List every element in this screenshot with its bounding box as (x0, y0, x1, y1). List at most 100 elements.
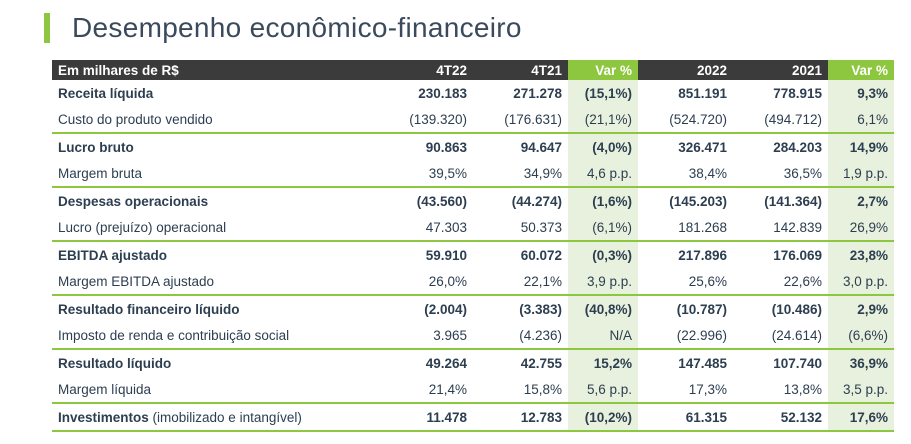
row-label: Margem EBITDA ajustado (52, 268, 378, 295)
value-4t21: 50.373 (520, 219, 562, 235)
value-var-quarter: 4,6 p.p. (568, 160, 638, 187)
value-var-year: 1,9 p.p. (828, 160, 894, 187)
value-4t22: 26,0% (428, 273, 467, 289)
value-2022: 38,4% (688, 165, 727, 181)
value-var-quarter: 15,2% (568, 348, 638, 376)
value-4t21: (44.274) (473, 186, 568, 214)
value-2022: 217.896 (638, 240, 733, 268)
value-var-quarter: (4,0%) (568, 132, 638, 160)
row-label-text: Imposto de renda e contribuição social (58, 327, 290, 343)
table-row: Receita líquida 230.183 271.278 (15,1%) 851.… (52, 80, 894, 106)
row-label: Despesas operacionais (52, 186, 378, 214)
value-2021: (10.486) (733, 294, 828, 322)
table-row: Lucro bruto 90.863 94.647 (4,0%) 326.471 284.… (52, 132, 894, 160)
table-row: Despesas operacionais (43.560) (44.274) (1,… (52, 186, 894, 214)
value-2021: 107.740 (733, 348, 828, 376)
value-4t22: 39,5% (428, 165, 467, 181)
value-4t22: 3.965 (433, 327, 467, 343)
value-4t22: (43.560) (378, 186, 473, 214)
value-4t21: 34,9% (523, 165, 562, 181)
value-4t21: (3.383) (473, 294, 568, 322)
value-4t22: 230.183 (418, 85, 467, 101)
header-var-year: Var % (828, 60, 894, 80)
value-2022: (524.720) (669, 111, 727, 127)
table-row: Margem líquida 21,4% 15,8% 5,6 p.p. 17,3% 13,… (52, 376, 894, 403)
value-var-quarter: (15,1%) (568, 80, 638, 106)
value-var-quarter: (21,1%) (568, 106, 638, 133)
value-var-year: 2,9% (828, 294, 894, 322)
value-var-year: 36,9% (828, 348, 894, 376)
row-label: Investimentos (imobilizado e intangível) (52, 402, 378, 432)
value-4t21: (4.236) (519, 327, 562, 343)
row-label-text: EBITDA ajustado (58, 247, 168, 263)
value-2022: 147.485 (638, 348, 733, 376)
row-label: Margem bruta (52, 160, 378, 187)
value-var-quarter: (0,3%) (568, 240, 638, 268)
value-2021: 142.839 (773, 219, 822, 235)
value-2021: 778.915 (773, 85, 822, 101)
value-4t22: 47.303 (425, 219, 467, 235)
value-2021: 22,6% (783, 273, 822, 289)
table-row: Margem EBITDA ajustado 26,0% 22,1% 3,9 p.p.… (52, 268, 894, 295)
row-label-text: Margem bruta (58, 165, 143, 181)
value-2021: 52.132 (733, 402, 828, 432)
value-var-year: 26,9% (828, 214, 894, 241)
row-label-text: Resultado líquido (58, 355, 172, 371)
row-label: Margem líquida (52, 376, 378, 403)
row-label-text: Resultado financeiro líquido (58, 301, 240, 317)
value-2022: 326.471 (638, 132, 733, 160)
row-label-text: Margem líquida (58, 381, 152, 397)
table-row: Imposto de renda e contribuição social 3.… (52, 322, 894, 349)
value-2021: (24.614) (771, 327, 822, 343)
value-4t22: 49.264 (378, 348, 473, 376)
page-title: Desempenho econômico-financeiro (72, 12, 522, 43)
row-label: Custo do produto vendido (52, 106, 378, 133)
value-4t22: (2.004) (378, 294, 473, 322)
value-2022: (10.787) (638, 294, 733, 322)
header-4t21: 4T21 (473, 60, 568, 80)
row-label-text: Lucro (prejuízo) operacional (58, 219, 227, 235)
value-var-year: 3,5 p.p. (828, 376, 894, 403)
value-2022: 181.268 (678, 219, 727, 235)
row-label-text: Lucro bruto (58, 139, 134, 155)
table-row: Investimentos (imobilizado e intangível)… (52, 402, 894, 432)
table-row: Custo do produto vendido (139.320) (176.63… (52, 106, 894, 133)
header-2022: 2022 (638, 60, 733, 80)
value-4t22: 59.910 (378, 240, 473, 268)
value-var-year: 17,6% (828, 402, 894, 432)
value-4t21: 12.783 (473, 402, 568, 432)
row-label-text: Receita líquida (58, 85, 154, 101)
row-label-note: (imobilizado e intangível) (148, 409, 302, 425)
table-row: Margem bruta 39,5% 34,9% 4,6 p.p. 38,4% 36,5%… (52, 160, 894, 187)
value-4t22: 11.478 (378, 402, 473, 432)
value-var-year: 14,9% (828, 132, 894, 160)
value-2021: 36,5% (783, 165, 822, 181)
value-2021: 284.203 (733, 132, 828, 160)
value-var-quarter: (1,6%) (568, 186, 638, 214)
value-2022: 61.315 (638, 402, 733, 432)
value-var-quarter: (40,8%) (568, 294, 638, 322)
row-label: Lucro (prejuízo) operacional (52, 214, 378, 241)
page-header: Desempenho econômico-financeiro (44, 10, 522, 46)
value-2021: 176.069 (733, 240, 828, 268)
value-var-year: 23,8% (828, 240, 894, 268)
value-2022: 17,3% (688, 381, 727, 397)
table-row: Resultado financeiro líquido (2.004) (3.38… (52, 294, 894, 322)
row-label-text: Custo do produto vendido (58, 111, 213, 127)
row-label: Imposto de renda e contribuição social (52, 322, 378, 349)
row-label-text: Margem EBITDA ajustado (58, 273, 215, 289)
value-var-quarter: 3,9 p.p. (568, 268, 638, 295)
table-row: EBITDA ajustado 59.910 60.072 (0,3%) 217.896… (52, 240, 894, 268)
value-4t21: (176.631) (504, 111, 562, 127)
value-4t21: 15,8% (523, 381, 562, 397)
value-4t22: (139.320) (409, 111, 467, 127)
title-accent-bar (44, 13, 50, 43)
row-label: Resultado líquido (52, 348, 378, 376)
value-2022: 25,6% (688, 273, 727, 289)
row-label-text: Despesas operacionais (58, 193, 209, 209)
value-2021: (141.364) (733, 186, 828, 214)
table-body: Receita líquida 230.183 271.278 (15,1%) 851.… (52, 80, 894, 432)
financial-table: Em milhares de R$ 4T22 4T21 Var % 2022 2… (52, 60, 894, 432)
value-4t21: 42.755 (473, 348, 568, 376)
value-4t22: 90.863 (378, 132, 473, 160)
